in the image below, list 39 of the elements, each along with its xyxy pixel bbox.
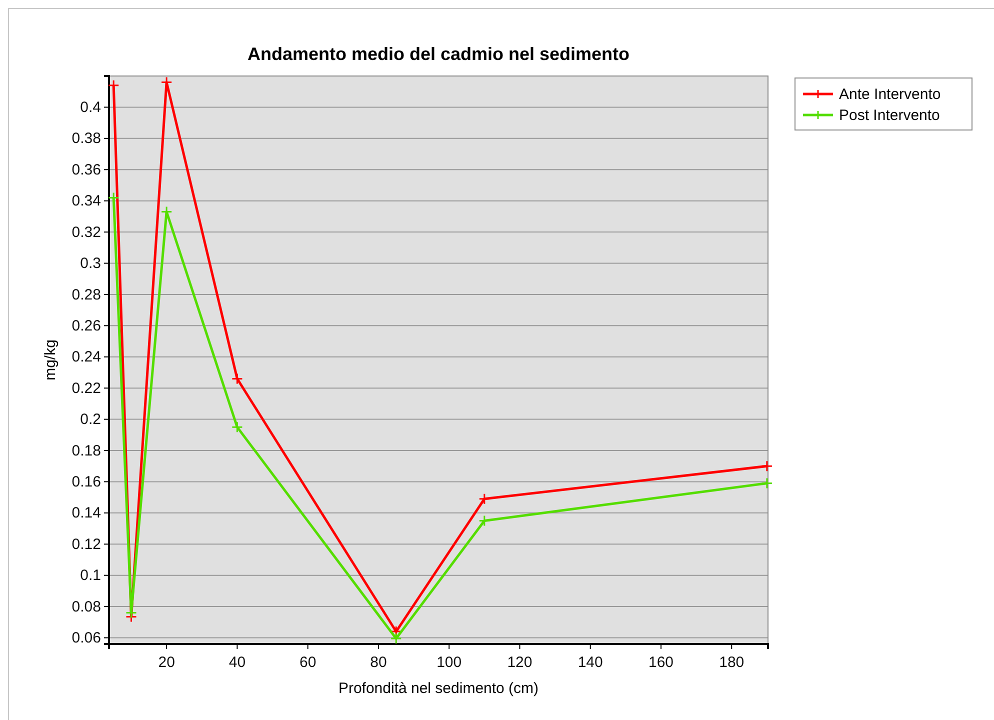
- point: [231, 372, 243, 384]
- y-tick-label: 0.14: [72, 504, 101, 522]
- y-tick-label: 0.38: [72, 130, 101, 148]
- y-tick-label: 0.4: [80, 99, 101, 116]
- point: [761, 478, 773, 490]
- y-tick-label: 0.26: [72, 317, 101, 334]
- legend-label: Post Intervento: [839, 107, 940, 124]
- y-tick-label: 0.1: [80, 567, 101, 584]
- y-tick-label: 0.16: [72, 474, 101, 491]
- x-tick-label: 20: [158, 654, 175, 671]
- y-tick-label: 0.34: [72, 192, 101, 210]
- x-axis-title: Profondità nel sedimento (cm): [338, 680, 539, 697]
- point: [478, 514, 490, 526]
- y-tick-label: 0.32: [72, 224, 101, 241]
- x-tick-label: 180: [719, 654, 744, 671]
- x-tick-label: 60: [299, 654, 316, 671]
- point: [478, 493, 490, 505]
- x-tick-label: 140: [578, 654, 603, 671]
- y-tick-label: 0.24: [72, 348, 101, 366]
- y-tick-label: 0.12: [72, 536, 101, 553]
- legend-label: Ante Intervento: [839, 86, 941, 103]
- y-tick-label: 0.08: [72, 598, 101, 616]
- y-tick-label: 0.3: [80, 255, 101, 272]
- y-axis-title: mg/kg: [42, 340, 59, 380]
- x-tick-label: 160: [648, 654, 674, 671]
- y-tick-label: 0.28: [72, 286, 101, 304]
- y-tick-label: 0.36: [72, 161, 101, 178]
- point: [390, 632, 402, 644]
- point: [761, 460, 773, 472]
- x-tick-label: 100: [436, 654, 462, 671]
- y-tick-label: 0.22: [72, 380, 101, 397]
- y-tick-label: 0.18: [72, 442, 101, 460]
- x-tick-label: 80: [370, 654, 387, 671]
- point: [231, 421, 243, 433]
- x-tick-label: 120: [507, 654, 532, 671]
- y-tick-label: 0.06: [72, 630, 101, 647]
- y-tick-label: 0.2: [80, 411, 101, 428]
- chart-title: Andamento medio del cadmio nel sedimento: [247, 44, 630, 64]
- x-tick-label: 40: [228, 654, 246, 671]
